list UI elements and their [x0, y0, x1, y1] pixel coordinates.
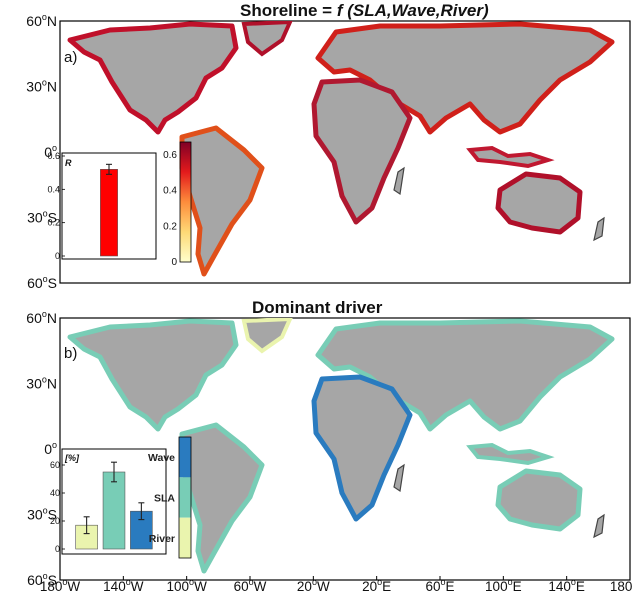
- lon-tick-label: 140oW: [103, 577, 144, 593]
- panel-b-lat-axis: 60oN 30oN 0o 30oS 60oS: [26, 309, 57, 588]
- lon-tick-label: 60oE: [425, 577, 454, 593]
- africa-landmass: [311, 374, 413, 522]
- inset-bar: [102, 471, 126, 550]
- driver-legend-swatch: [179, 437, 191, 478]
- panel-a-lat-axis: 60oN 30oN 0o 30oS 60oS: [26, 12, 57, 291]
- panel-b-title: Dominant driver: [252, 298, 383, 317]
- australia-landmass: [495, 171, 583, 235]
- new-zealand-landmass: [593, 216, 605, 242]
- panel-b-continents: [67, 318, 615, 574]
- panel-b-label: b): [64, 345, 77, 362]
- lon-tick-label: 140oE: [548, 577, 585, 593]
- africa-landmass: [311, 77, 413, 225]
- panel-a-colorbar: 0.6 0.4 0.2 0: [163, 141, 192, 268]
- inset-ytick-label: 20: [50, 516, 60, 526]
- madagascar-landmass: [393, 166, 405, 196]
- greenland-landmass: [241, 21, 293, 57]
- inset-bar: [100, 169, 118, 257]
- inset-ytick-label: 0.6: [47, 151, 60, 161]
- lon-tick-label: 20oW: [297, 577, 330, 593]
- lat-tick-label: 60oN: [26, 309, 57, 326]
- lat-tick-label: 60oS: [27, 274, 57, 291]
- inset-ytick-label: 60: [50, 460, 60, 470]
- lat-tick-label: 30oN: [26, 78, 57, 95]
- inset-ylabel: [%]: [64, 453, 80, 463]
- panel-a-inset-marks: R 0 0.2 0.4 0.6: [47, 151, 118, 261]
- panel-a-inset-chart: R 0 0.2 0.4 0.6: [47, 151, 157, 261]
- indonesia-landmass: [466, 442, 555, 466]
- inset-ylabel: R: [65, 158, 72, 168]
- driver-legend-label: SLA: [154, 493, 175, 505]
- panel-a-continents: [67, 21, 615, 277]
- driver-legend-swatch: [179, 477, 191, 518]
- inset-ytick-label: 40: [50, 488, 60, 498]
- lat-tick-label: 30oS: [27, 506, 57, 523]
- lon-tick-label: 100oW: [167, 577, 208, 593]
- inset-ytick-label: 0: [55, 251, 60, 261]
- lat-tick-label: 0o: [44, 143, 57, 160]
- lat-tick-label: 60oN: [26, 12, 57, 29]
- panel-a-colorbar-bar: [179, 141, 192, 263]
- colorbar-tick-label: 0: [171, 257, 177, 268]
- lat-tick-label: 60oS: [27, 571, 57, 588]
- north-america-landmass: [67, 318, 239, 432]
- panel-b: Dominant driver b) 60oN 30oN 0o 30oS 60oS [%…: [26, 298, 631, 588]
- north-america-landmass: [67, 21, 239, 135]
- lon-tick-label: 60oW: [234, 577, 267, 593]
- lon-tick-label: 180oW: [40, 577, 81, 593]
- lon-tick-label: 100oE: [485, 577, 522, 593]
- lon-tick-label: 180oW: [610, 577, 632, 593]
- panel-b-inset-chart: [%] 0 20 40 60: [50, 448, 167, 555]
- inset-ytick-label: 0: [55, 544, 60, 554]
- panel-b-driver-legend: Wave SLA River: [148, 436, 192, 559]
- panel-a-colorbar-ticks: 0.6 0.4 0.2 0: [163, 150, 177, 268]
- panel-a: Shoreline = f (SLA,Wave,River) a) 60oN 30…: [26, 1, 631, 291]
- madagascar-landmass: [393, 463, 405, 493]
- panel-b-inset-marks: [%] 0 20 40 60: [50, 453, 153, 554]
- panel-a-title: Shoreline = f (SLA,Wave,River): [240, 1, 489, 20]
- colorbar-tick-label: 0.4: [163, 186, 177, 197]
- driver-legend-label: River: [149, 533, 175, 545]
- driver-legend-swatch: [179, 517, 191, 558]
- longitude-axis: 180oW 140oW 100oW 60oW 20oW 20oE 60oE 100oE 140o…: [40, 576, 632, 593]
- australia-landmass: [495, 468, 583, 532]
- panel-a-label: a): [64, 49, 77, 66]
- indonesia-landmass: [466, 145, 555, 169]
- colorbar-tick-label: 0.6: [163, 150, 177, 161]
- inset-ytick-label: 0.4: [47, 184, 60, 194]
- inset-ytick-label: 0.2: [47, 218, 60, 228]
- new-zealand-landmass: [593, 513, 605, 539]
- driver-legend-frame: [178, 436, 192, 559]
- lat-tick-label: 0o: [44, 440, 57, 457]
- lat-tick-label: 30oS: [27, 209, 57, 226]
- colorbar-tick-label: 0.2: [163, 221, 177, 232]
- driver-legend-label: Wave: [148, 452, 175, 464]
- lon-tick-label: 20oE: [362, 577, 391, 593]
- lat-tick-label: 30oN: [26, 375, 57, 392]
- greenland-landmass: [241, 318, 293, 354]
